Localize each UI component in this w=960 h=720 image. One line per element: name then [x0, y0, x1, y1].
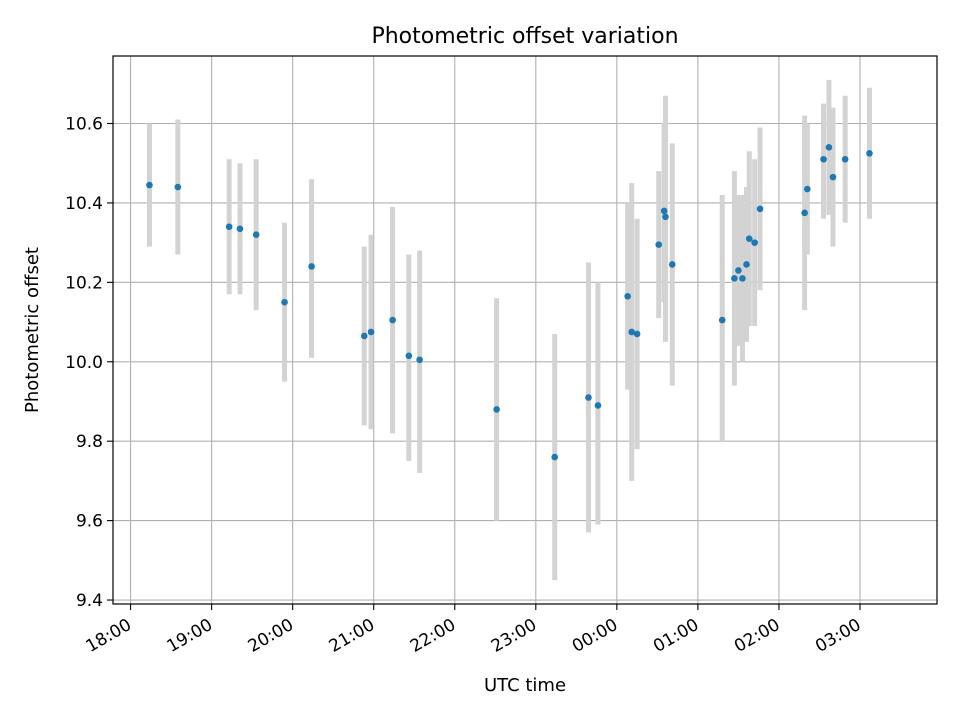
- data-point: [146, 181, 153, 189]
- y-tick-label: 10.0: [65, 353, 103, 373]
- data-point: [739, 275, 746, 282]
- x-axis-label: UTC time: [484, 675, 566, 696]
- y-tick-label: 9.4: [76, 591, 103, 611]
- data-point: [551, 453, 559, 461]
- data-points: [146, 144, 873, 461]
- data-point: [801, 209, 808, 217]
- data-point: [820, 155, 827, 163]
- data-point: [718, 316, 726, 324]
- data-point: [745, 235, 753, 242]
- data-point: [416, 356, 423, 364]
- x-tick-label: 18:00: [83, 615, 135, 657]
- x-tick-label: 03:00: [812, 615, 864, 657]
- data-point: [367, 328, 375, 336]
- x-tick-label: 19:00: [164, 615, 216, 657]
- data-point: [751, 239, 758, 246]
- y-tick-label: 9.6: [76, 512, 103, 532]
- data-point: [743, 261, 750, 268]
- y-tick-label: 10.6: [65, 115, 103, 135]
- data-point: [308, 263, 315, 270]
- plot-frame: [112, 55, 938, 605]
- data-point: [829, 173, 837, 181]
- x-tick-label: 21:00: [326, 615, 378, 657]
- data-point: [662, 213, 669, 221]
- data-point: [655, 241, 663, 248]
- x-tick-label: 22:00: [407, 615, 459, 657]
- x-tick-label: 02:00: [731, 615, 783, 657]
- data-point: [594, 402, 602, 409]
- data-point: [360, 332, 368, 340]
- data-point: [281, 298, 288, 306]
- data-point: [735, 267, 742, 274]
- data-point: [405, 352, 413, 360]
- data-point: [225, 223, 233, 231]
- data-point: [389, 316, 396, 324]
- data-point: [866, 149, 873, 157]
- data-point: [660, 207, 668, 215]
- grid: [113, 56, 937, 604]
- data-point: [236, 225, 244, 233]
- data-point: [628, 328, 636, 336]
- x-tick-label: 20:00: [245, 615, 297, 657]
- x-tick-label: 23:00: [488, 615, 540, 657]
- errorbars: [146, 79, 872, 581]
- data-point: [252, 231, 260, 238]
- y-tick-label: 10.4: [65, 194, 103, 214]
- data-point: [624, 292, 631, 300]
- data-point: [493, 406, 500, 413]
- data-point: [756, 205, 764, 213]
- y-tick-label: 9.8: [76, 432, 103, 452]
- data-point: [668, 261, 676, 268]
- y-tick-label: 10.2: [65, 273, 103, 293]
- y-axis-label: Photometric offset: [22, 247, 43, 413]
- data-point: [585, 394, 592, 401]
- x-tick-label: 01:00: [650, 615, 702, 657]
- x-axis-ticks: 18:00 19:00 20:00 21:00 22:00 23:00 00:00 01:00…: [83, 604, 865, 657]
- data-point: [825, 144, 833, 151]
- x-tick-label: 00:00: [569, 615, 621, 657]
- data-point: [804, 185, 811, 193]
- data-point: [633, 330, 641, 338]
- data-point: [731, 275, 738, 282]
- data-point: [174, 183, 182, 191]
- chart-title: Photometric offset variation: [371, 24, 678, 49]
- data-point: [841, 155, 849, 163]
- y-axis-ticks: 9.4 9.6 9.8 10.0 10.2 10.4 10.6: [65, 115, 113, 611]
